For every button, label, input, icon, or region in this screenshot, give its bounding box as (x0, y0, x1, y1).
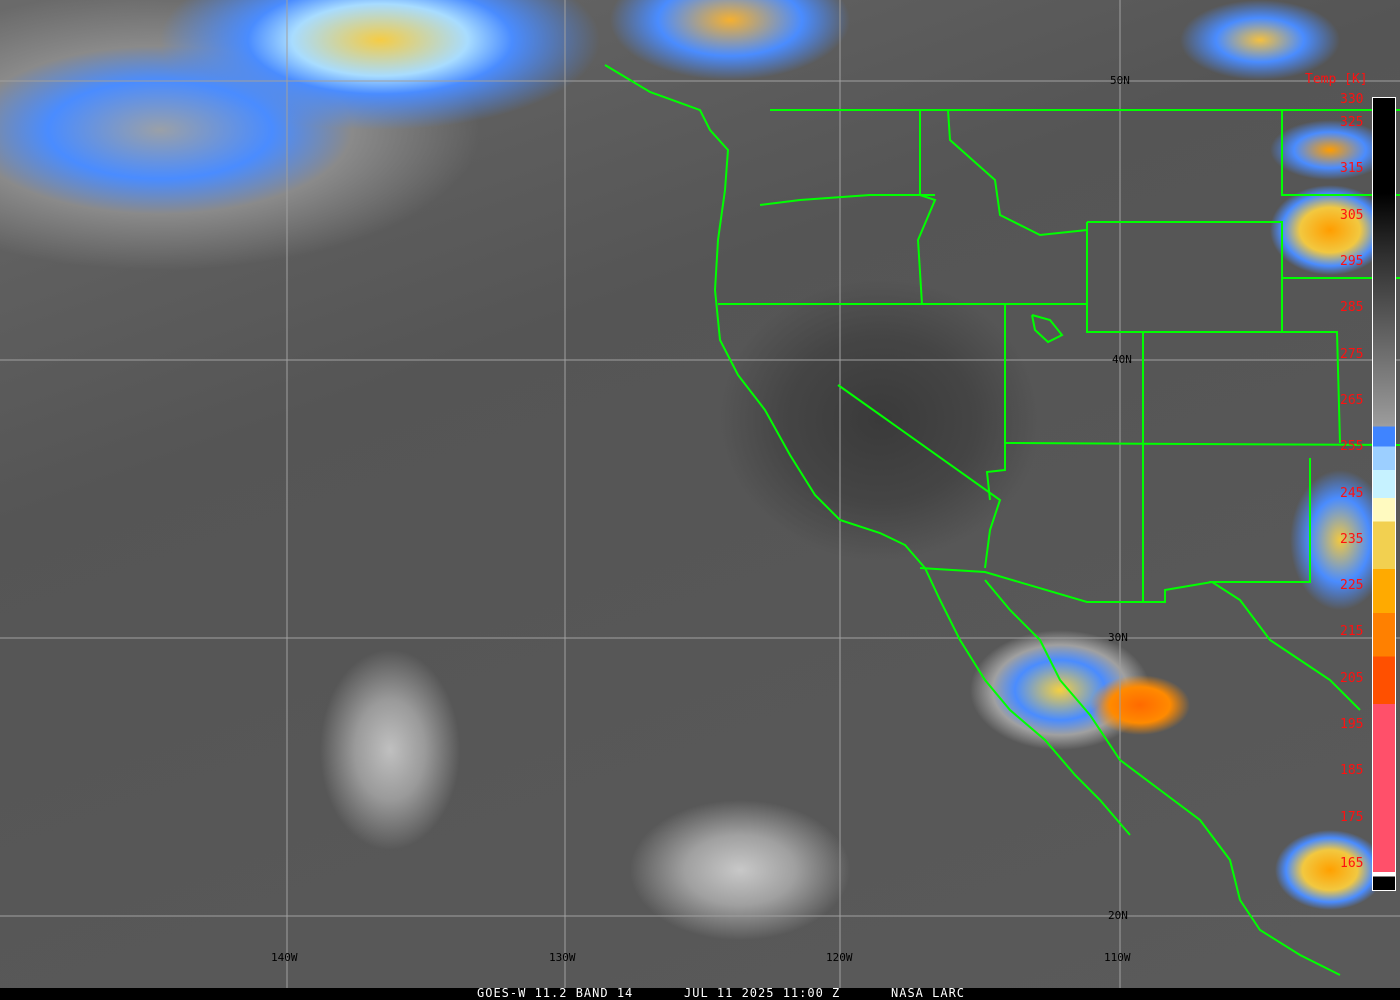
colorbar-tick-305: 305 (1340, 207, 1364, 223)
mainland-mexico-coast (984, 579, 1341, 976)
colorbar-tick-315: 315 (1340, 161, 1364, 177)
colorbar-tick-215: 215 (1340, 624, 1364, 640)
border-great-salt-lake (1031, 314, 1064, 344)
colorbar-tick-225: 225 (1340, 578, 1364, 594)
colorbar-tick-295: 295 (1340, 254, 1364, 270)
border-nv-east (985, 304, 1006, 501)
colorbar-tick-175: 175 (1340, 809, 1364, 825)
colorbar-tick-255: 255 (1340, 439, 1364, 455)
border-idaho (916, 110, 937, 305)
colorbar-tick-165: 165 (1340, 855, 1364, 871)
satellite-band-label: GOES-W 11.2 BAND 14 (477, 986, 634, 1000)
colorbar-tick-275: 275 (1340, 346, 1364, 362)
border-co-east (1143, 331, 1341, 444)
credit-label: NASA LARC (891, 986, 966, 1000)
colorbar-tick-285: 285 (1340, 300, 1364, 316)
lat-label-20n: 20N (1108, 909, 1128, 922)
datetime-label: JUL 11 2025 11:00 Z (684, 986, 841, 1000)
colorbar-title: Temp [K] (1305, 72, 1368, 87)
footer-bar: GOES-W 11.2 BAND 14 JUL 11 2025 11:00 Z … (0, 986, 1400, 1000)
coastline (604, 64, 1131, 836)
border-37n (1004, 442, 1400, 446)
colorbar-tick-245: 245 (1340, 485, 1364, 501)
border-montana-east (1281, 110, 1400, 196)
colorbar-tick-195: 195 (1340, 717, 1364, 733)
border-ca-nv (837, 384, 1002, 569)
lon-label-120w: 120W (826, 951, 853, 964)
colorbar-tick-235: 235 (1340, 531, 1364, 547)
lat-label-30n: 30N (1108, 631, 1128, 644)
colorbar-tick-205: 205 (1340, 670, 1364, 686)
lon-label-110w: 110W (1104, 951, 1131, 964)
colorbar-tick-330: 330 (1340, 92, 1364, 107)
lat-label-50n: 50N (1110, 74, 1130, 87)
border-texas (1208, 458, 1361, 711)
lon-label-140w: 140W (271, 951, 298, 964)
colorbar-tick-185: 185 (1340, 763, 1364, 779)
colorbar-tick-265: 265 (1340, 392, 1364, 408)
border-mt-id (947, 109, 1088, 237)
lat-label-40n: 40N (1112, 353, 1132, 366)
border-wyoming (1086, 221, 1283, 333)
colorbar-tick-325: 325 (1340, 115, 1364, 131)
temperature-colorbar (1372, 97, 1396, 891)
border-wa-or (759, 194, 935, 206)
boundaries (604, 64, 1400, 976)
lon-label-130w: 130W (549, 951, 576, 964)
border-us-mexico (919, 567, 1213, 603)
